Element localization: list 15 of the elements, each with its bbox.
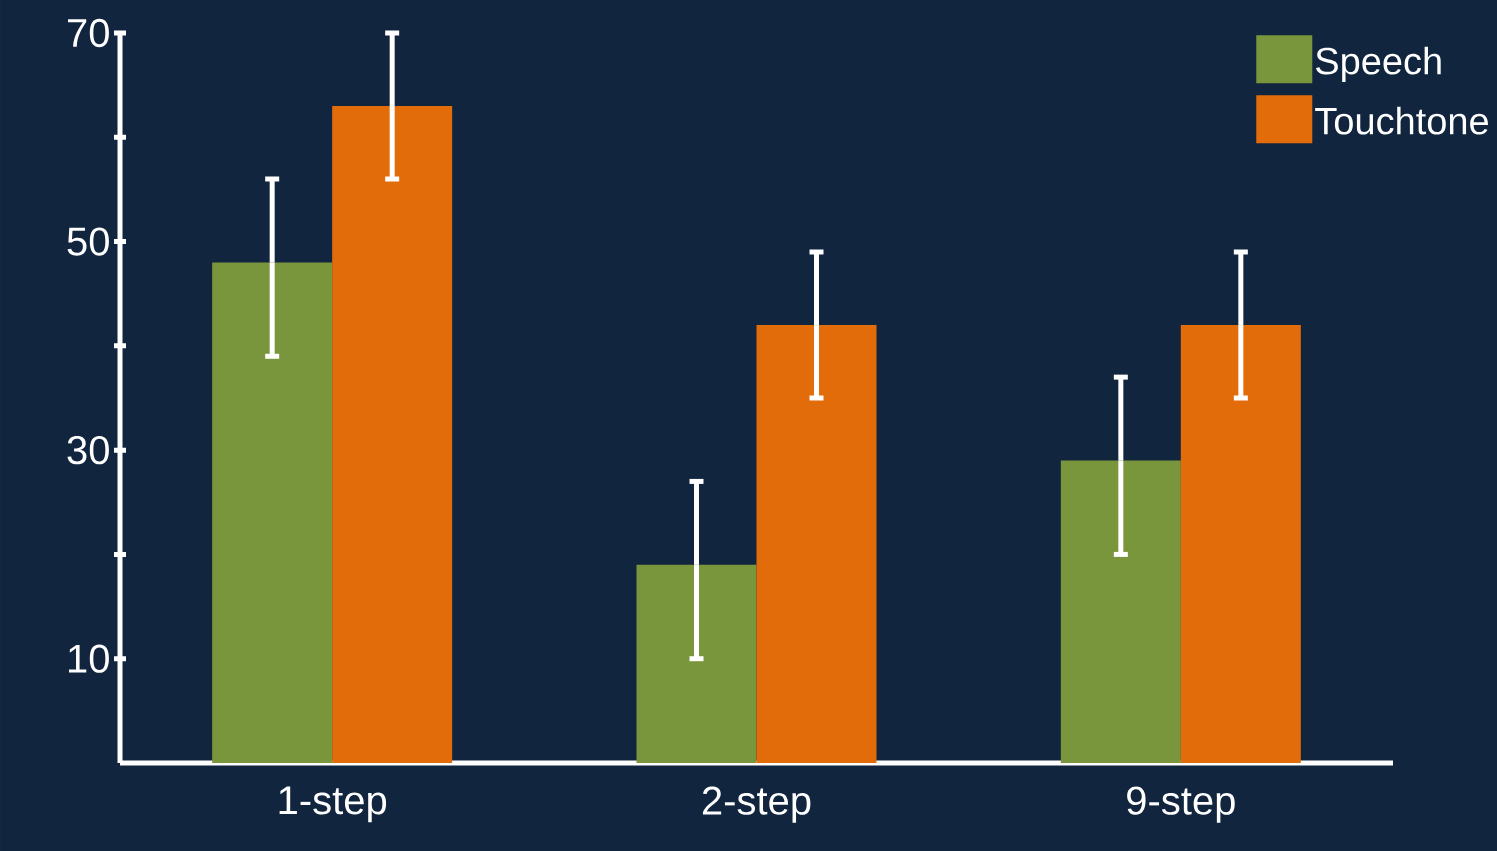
bar [1060,460,1181,763]
x-tick-label: 2-step [702,786,811,823]
legend-label: Touchtone [1315,106,1488,135]
y-tick-label: 50 [67,227,109,256]
bar [1180,324,1301,763]
bar [332,106,453,763]
legend-label: Speech [1316,46,1441,83]
bar [636,564,757,763]
y-tick-label: 30 [67,435,109,465]
x-tick-label: 1-step [279,786,387,823]
y-tick-label: 10 [69,644,109,673]
bar [756,324,877,763]
bar [212,262,333,763]
x-tick-label: 9-step [1127,786,1235,823]
y-tick-label: 70 [68,18,109,48]
